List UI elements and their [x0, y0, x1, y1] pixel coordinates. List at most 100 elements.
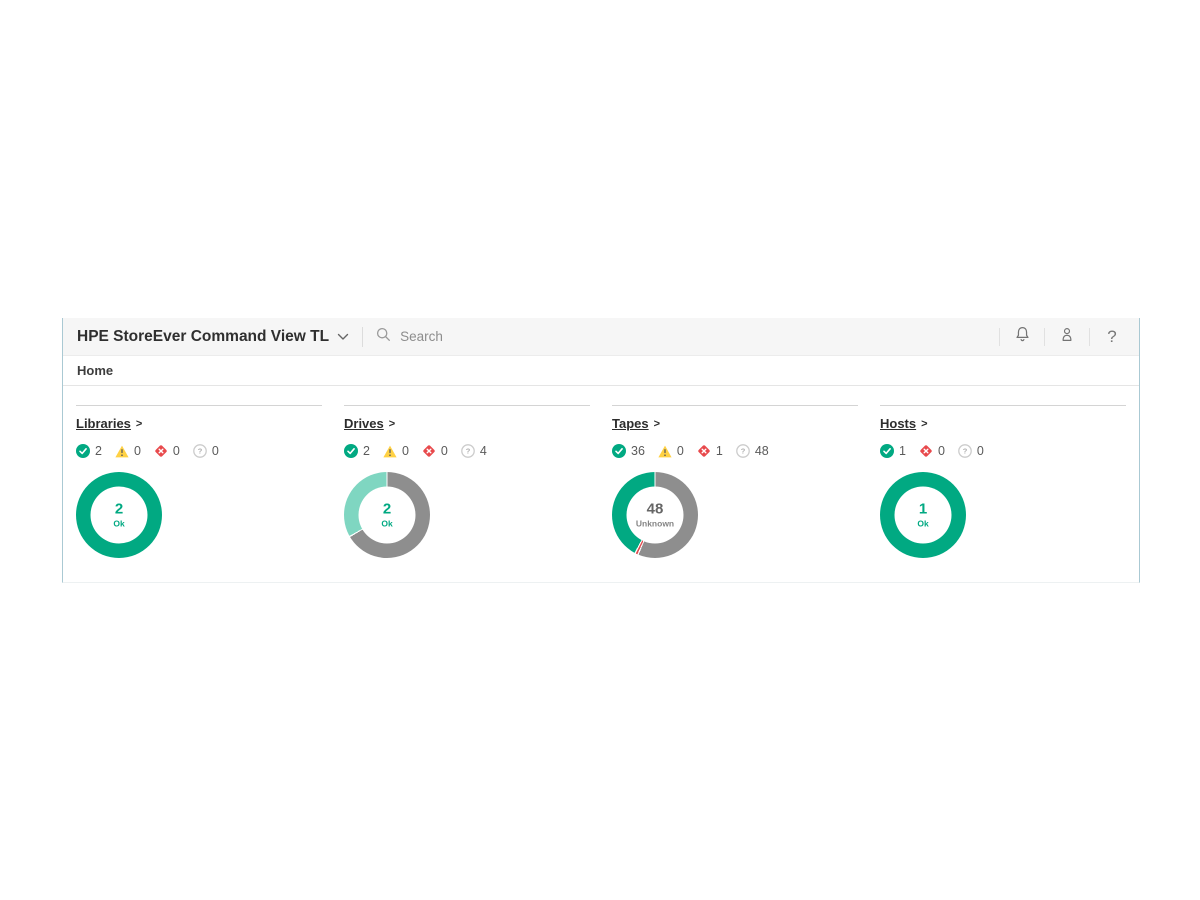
warning-status-icon	[383, 445, 397, 457]
warning-status-icon	[658, 445, 672, 457]
donut-center-value: 2	[382, 500, 392, 518]
ok-status-icon	[76, 444, 90, 458]
status-count: 36	[631, 444, 645, 458]
header-divider	[999, 327, 1000, 346]
status-count: 0	[172, 444, 180, 458]
status-count: 1	[715, 444, 723, 458]
donut-center-value: 1	[918, 500, 928, 518]
status-summary-row: 1 0 ? 0	[880, 444, 1126, 458]
unknown-status-icon: ?	[461, 444, 475, 458]
status-count: 0	[133, 444, 141, 458]
status-donut-chart[interactable]: 48 Unknown	[612, 472, 698, 558]
status-ok: 1	[880, 444, 906, 458]
status-donut-chart[interactable]: 2 Ok	[76, 472, 162, 558]
donut-center: 2 Ok	[358, 486, 416, 544]
ok-status-icon	[880, 444, 894, 458]
header-divider	[362, 326, 364, 347]
header-bar: HPE StoreEver Command View TL	[63, 318, 1139, 356]
breadcrumb-home[interactable]: Home	[77, 363, 114, 378]
status-ok: 2	[76, 444, 102, 458]
unknown-status-icon: ?	[735, 444, 750, 458]
user-button[interactable]	[1054, 324, 1080, 350]
panel-title-row: Drives >	[344, 416, 590, 431]
ok-status-icon	[612, 444, 626, 458]
critical-status-icon	[155, 445, 167, 457]
status-unknown: ? 0	[958, 444, 984, 458]
svg-text:?: ?	[466, 447, 471, 456]
svg-text:?: ?	[741, 447, 746, 456]
person-icon	[1059, 326, 1075, 348]
ok-status-icon	[344, 444, 358, 458]
status-critical: 0	[422, 444, 448, 458]
status-warning: 0	[658, 444, 684, 458]
panel-title-row: Tapes >	[612, 416, 858, 431]
status-count: 48	[754, 444, 769, 458]
panel-title-link[interactable]: Tapes	[612, 416, 649, 431]
donut-center-value: 2	[114, 500, 124, 518]
critical-status-icon	[423, 445, 435, 457]
chevron-right-icon: >	[921, 417, 928, 430]
dashboard-panel: Tapes > 36 0 1 ? 48 48 Unknown	[612, 405, 858, 558]
critical-status-icon	[698, 445, 710, 457]
status-critical: 0	[154, 444, 180, 458]
status-donut-chart[interactable]: 1 Ok	[880, 472, 966, 558]
dashboard-panel: Drives > 2 0 0 ? 4 2 Ok	[344, 405, 590, 558]
status-unknown: ? 4	[461, 444, 487, 458]
status-count: 1	[899, 444, 906, 458]
status-count: 2	[95, 444, 102, 458]
header-divider	[1044, 327, 1045, 346]
breadcrumb: Home	[63, 356, 1139, 386]
header-actions: ?	[990, 324, 1125, 350]
status-ok: 2	[344, 444, 370, 458]
chevron-right-icon: >	[135, 417, 143, 430]
help-button[interactable]: ?	[1099, 324, 1125, 350]
donut-center-value: 48	[646, 500, 664, 518]
donut-center: 1 Ok	[894, 486, 952, 544]
app-title-menu[interactable]: HPE StoreEver Command View TL	[77, 328, 349, 346]
status-critical: 0	[919, 444, 945, 458]
dashboard-panels: Libraries > 2 0 0 ? 0 2 Ok Drives > 2 0	[63, 386, 1139, 558]
notifications-button[interactable]	[1009, 324, 1035, 350]
header-divider	[1089, 327, 1090, 346]
unknown-status-icon: ?	[193, 444, 207, 458]
panel-title-row: Libraries >	[76, 416, 322, 431]
status-warning: 0	[383, 444, 409, 458]
status-donut-chart[interactable]: 2 Ok	[344, 472, 430, 558]
app-title: HPE StoreEver Command View TL	[77, 327, 330, 345]
warning-status-icon	[115, 445, 129, 457]
donut-center-label: Ok	[917, 518, 929, 529]
status-count: 0	[401, 444, 409, 458]
status-ok: 36	[612, 444, 645, 458]
search-input[interactable]	[400, 329, 561, 344]
bell-icon	[1014, 325, 1031, 348]
search-icon	[376, 327, 391, 347]
status-critical: 1	[697, 444, 723, 458]
panel-title-link[interactable]: Libraries	[76, 416, 131, 431]
status-summary-row: 2 0 0 ? 4	[344, 444, 590, 458]
panel-title-link[interactable]: Drives	[344, 416, 384, 431]
donut-center: 2 Ok	[90, 486, 148, 544]
status-count: 0	[976, 444, 984, 458]
status-count: 0	[211, 444, 219, 458]
donut-center-label: Ok	[381, 518, 393, 529]
status-warning: 0	[115, 444, 141, 458]
chevron-right-icon: >	[388, 417, 396, 430]
app-window: HPE StoreEver Command View TL	[62, 318, 1140, 583]
donut-center-label: Unknown	[635, 518, 675, 529]
status-count: 0	[440, 444, 448, 458]
search-box[interactable]	[376, 327, 561, 347]
status-count: 4	[479, 444, 487, 458]
chevron-right-icon: >	[653, 417, 661, 430]
donut-center: 48 Unknown	[626, 486, 684, 544]
critical-status-icon	[920, 445, 932, 457]
panel-title-link[interactable]: Hosts	[880, 416, 917, 431]
status-summary-row: 36 0 1 ? 48	[612, 444, 858, 458]
status-count: 2	[363, 444, 370, 458]
donut-center-label: Ok	[113, 518, 125, 529]
status-count: 0	[937, 444, 945, 458]
status-count: 0	[676, 444, 684, 458]
panel-title-row: Hosts >	[880, 416, 1126, 431]
status-summary-row: 2 0 0 ? 0	[76, 444, 322, 458]
chevron-down-icon	[337, 333, 349, 341]
svg-text:?: ?	[198, 447, 203, 456]
